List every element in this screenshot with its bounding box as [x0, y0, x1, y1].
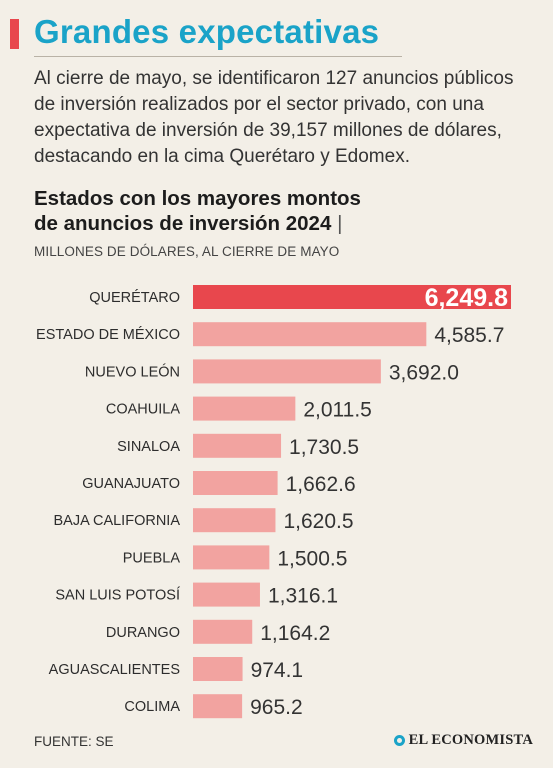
value-label: 1,316.1 — [268, 585, 338, 608]
chart-title: Estados con los mayores montos de anunci… — [34, 186, 534, 236]
category-label: DURANGO — [106, 625, 180, 641]
category-label: COAHUILA — [106, 402, 180, 418]
bar — [193, 433, 282, 458]
bar — [193, 657, 243, 681]
brand-name: EL ECONOMISTA — [408, 732, 533, 748]
value-label: 3,692.0 — [389, 361, 459, 384]
brand-logo: EL ECONOMISTA — [393, 732, 533, 749]
value-label: 1,164.2 — [260, 622, 330, 645]
bar — [193, 396, 296, 421]
value-label: 965.2 — [250, 696, 303, 719]
title-divider — [34, 56, 402, 57]
bar — [193, 694, 243, 719]
bar — [193, 285, 511, 309]
category-label: AGUASCALIENTES — [49, 662, 180, 678]
category-label: ESTADO DE MÉXICO — [36, 326, 180, 343]
bar — [193, 619, 253, 644]
value-label: 2,011.5 — [303, 399, 372, 422]
category-label: QUERÉTARO — [89, 289, 180, 306]
el-economista-logo-icon — [393, 735, 405, 746]
category-label: GUANAJUATO — [82, 476, 180, 492]
value-label: 1,662.6 — [286, 473, 356, 496]
chart-title-line1: Estados con los mayores montos — [34, 187, 361, 210]
source-note: FUENTE: SE — [34, 734, 114, 749]
chart-title-line2: de anuncios de inversión 2024 — [34, 212, 332, 235]
value-label: 974.1 — [251, 659, 304, 682]
value-label: 1,730.5 — [289, 436, 359, 459]
value-label: 1,500.5 — [277, 547, 347, 570]
bar — [193, 508, 276, 533]
category-label: SINALOA — [117, 439, 180, 455]
category-label: SAN LUIS POTOSÍ — [55, 587, 180, 604]
category-label: COLIMA — [124, 699, 180, 715]
category-label: NUEVO LEÓN — [85, 363, 180, 380]
bar — [193, 545, 270, 570]
chart-title-separator: | — [337, 212, 343, 235]
title-accent-bar — [10, 19, 19, 49]
value-label: 4,585.7 — [434, 324, 504, 347]
category-label: PUEBLA — [123, 550, 181, 566]
value-label: 1,620.5 — [283, 510, 353, 533]
bar-chart: QUERÉTARO 6,249.8 ESTADO DE MÉXICO 4,585.7 N… — [36, 284, 511, 719]
intro-text: Al cierre de mayo, se identificaron 127 … — [34, 68, 514, 167]
chart-units: MILLONES DE DÓLARES, AL CIERRE DE MAYO — [34, 244, 340, 259]
bar — [193, 471, 278, 495]
bar — [193, 322, 427, 347]
bar — [193, 359, 381, 384]
value-label: 6,249.8 — [425, 284, 509, 312]
bar — [193, 582, 260, 607]
category-label: BAJA CALIFORNIA — [53, 513, 180, 529]
page-title: Grandes expectativas — [34, 13, 380, 50]
